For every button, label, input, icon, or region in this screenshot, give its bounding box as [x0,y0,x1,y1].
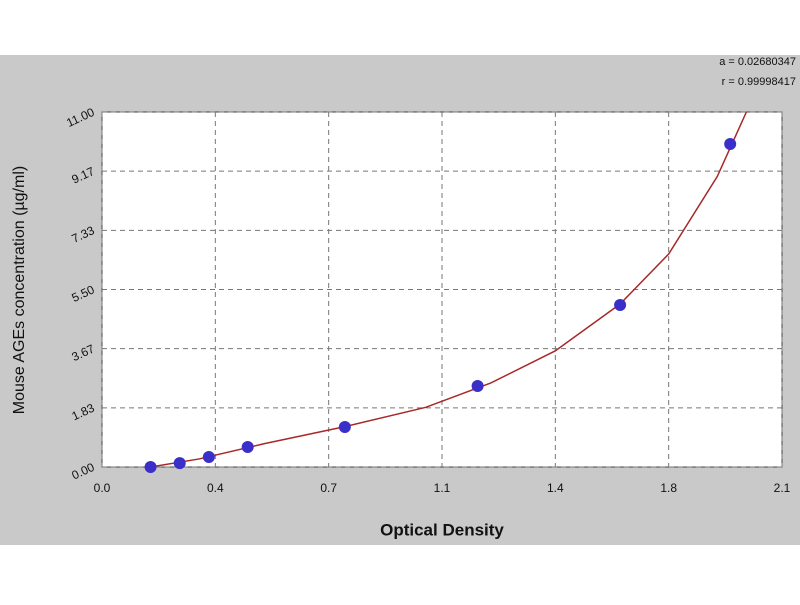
x-tick-label: 0.7 [320,481,337,495]
x-tick-label: 1.1 [434,481,451,495]
fit-parameter: r = 0.99998417 [722,76,796,88]
fit-parameter: a = 0.02680347 [719,56,796,68]
data-point [614,298,627,311]
data-point [471,379,484,392]
data-point [724,137,737,150]
data-point [202,450,215,463]
data-point [338,420,351,433]
x-tick-label: 1.4 [547,481,564,495]
data-point [173,457,186,470]
x-tick-label: 2.1 [774,481,791,495]
x-tick-label: 0.4 [207,481,224,495]
data-point [241,440,254,453]
x-tick-label: 0.0 [94,481,111,495]
data-point [144,461,157,473]
x-axis-label: Optical Density [380,520,504,539]
plot-area [101,111,783,468]
y-axis-label: Mouse AGEs concentration (µg/ml) [11,166,28,414]
x-tick-label: 1.8 [660,481,677,495]
